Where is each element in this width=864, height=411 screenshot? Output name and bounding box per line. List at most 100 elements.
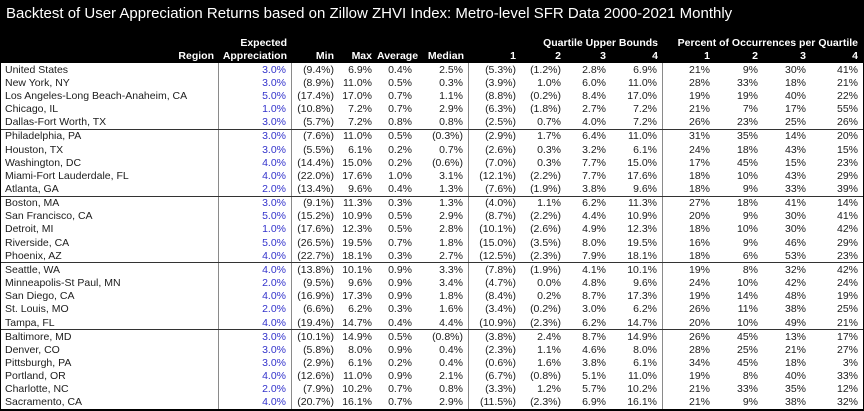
table-row: Miami-Fort Lauderdale, FL 4.0% (22.0%) 1…: [1, 169, 863, 183]
quartile-bound-2-cell: 0.3%: [537, 156, 561, 169]
percent-quartile-3-cell: 30%: [784, 210, 806, 223]
quartile-bound-4-cell: 17.6%: [611, 169, 663, 183]
region-cell: Detroit, MI: [1, 222, 219, 237]
quartile-bound-4-cell: 17.0%: [611, 89, 663, 103]
median-cell: 2.8%: [417, 222, 469, 237]
min-cell: (14.4%): [297, 156, 334, 169]
quartile-bound-3-cell: 4.8%: [582, 277, 606, 290]
percent-quartile-2-cell: 9%: [742, 236, 758, 249]
quartile-bound-3-cell: 7.7%: [582, 156, 606, 169]
quartile-bound-4-cell: 18.1%: [611, 249, 663, 263]
expected-appreciation-cell: 3.0%: [219, 142, 292, 157]
expected-appreciation-cell: 4.0%: [219, 289, 292, 303]
quartile-bound-4-cell: 10.9%: [611, 209, 663, 223]
median-cell: 1.8%: [417, 236, 469, 250]
min-cell: (8.9%): [303, 76, 334, 89]
percent-quartile-2-cell: 8%: [742, 370, 758, 383]
percent-quartile-2-cell: 25%: [736, 343, 758, 356]
region-cell: Los Angeles-Long Beach-Anaheim, CA: [1, 89, 219, 103]
percent-quartile-1-cell: 34%: [688, 357, 710, 370]
quartile-bound-3-cell: 3.8%: [582, 182, 606, 195]
column-group-quartile-upper-bounds: Quartile Upper Bounds: [543, 37, 658, 49]
percent-quartile-1-cell: 20%: [688, 316, 710, 329]
column-header-quartile-2: 2: [555, 50, 561, 62]
quartile-bound-3-cell: 8.7%: [582, 330, 606, 343]
min-cell: (22.0%): [297, 169, 334, 182]
max-cell: 10.9%: [342, 210, 372, 223]
quartile-bound-1-cell: (5.3%): [485, 63, 516, 76]
region-cell: Sacramento, CA: [1, 395, 219, 409]
expected-appreciation-cell: 4.0%: [219, 315, 292, 330]
page-title: Backtest of User Appreciation Returns ba…: [6, 5, 733, 22]
min-cell: (5.5%): [303, 143, 334, 156]
average-cell: 0.3%: [388, 303, 412, 316]
max-cell: 10.2%: [342, 383, 372, 396]
percent-quartile-3-cell: 18%: [784, 76, 806, 89]
percent-quartile-3-cell: 40%: [784, 89, 806, 102]
table-row: Phoenix, AZ 4.0% (22.7%) 18.1% 0.3% 2.7%…: [1, 249, 863, 264]
quartile-bound-4-cell: 15.0%: [611, 156, 663, 170]
region-cell: Seattle, WA: [1, 263, 219, 277]
column-headers: Expected Quartile Upper Bounds Percent o…: [1, 37, 863, 63]
percent-quartile-1-cell: 21%: [688, 63, 710, 76]
min-cell: (26.5%): [297, 236, 334, 249]
region-cell: San Francisco, CA: [1, 209, 219, 223]
quartile-bound-2-cell: (1.9%): [530, 182, 561, 195]
median-cell: 0.8%: [417, 115, 469, 129]
average-cell: 0.2%: [388, 357, 412, 370]
quartile-bound-3-cell: 3.2%: [582, 143, 606, 156]
percent-quartile-4-cell: 55%: [836, 103, 858, 116]
max-cell: 10.1%: [342, 263, 372, 276]
median-cell: 2.7%: [417, 249, 469, 263]
quartile-bound-2-cell: (2.3%): [530, 316, 561, 329]
percent-quartile-3-cell: 41%: [784, 197, 806, 210]
quartile-bound-1-cell: (12.5%): [479, 249, 516, 262]
percent-quartile-4-cell: 42%: [836, 223, 858, 236]
max-cell: 11.0%: [343, 370, 372, 383]
quartile-bound-3-cell: 7.9%: [582, 249, 606, 262]
column-header-expected-line1: Expected: [240, 37, 287, 49]
average-cell: 0.5%: [388, 76, 412, 89]
min-cell: (13.4%): [297, 182, 334, 195]
quartile-bound-4-cell: 6.1%: [611, 142, 663, 157]
min-cell: (10.1%): [297, 330, 334, 343]
median-cell: 1.1%: [417, 89, 469, 103]
quartile-bound-4-cell: 11.3%: [611, 196, 663, 210]
table-row: Chicago, IL 1.0% (10.8%) 7.2% 0.7% 2.9% …: [1, 102, 863, 116]
percent-quartile-3-cell: 53%: [784, 249, 806, 262]
percent-quartile-1-cell: 24%: [688, 143, 710, 156]
expected-appreciation-cell: 5.0%: [219, 89, 292, 103]
percent-quartile-3-cell: 43%: [784, 169, 806, 182]
quartile-bound-1-cell: (3.3%): [485, 383, 516, 396]
percent-quartile-2-cell: 19%: [736, 89, 758, 102]
percent-quartile-4-cell: 32%: [836, 396, 858, 409]
expected-appreciation-cell: 3.0%: [219, 76, 292, 90]
quartile-bound-3-cell: 6.9%: [582, 396, 606, 409]
percent-quartile-2-cell: 10%: [736, 277, 758, 290]
quartile-bound-1-cell: (3.8%): [485, 330, 516, 343]
table-row: San Francisco, CA 5.0% (15.2%) 10.9% 0.5…: [1, 209, 863, 223]
quartile-bound-2-cell: (1.8%): [530, 103, 561, 116]
expected-appreciation-cell: 3.0%: [219, 343, 292, 357]
percent-quartile-2-cell: 8%: [742, 263, 758, 276]
max-cell: 12.3%: [342, 223, 372, 236]
median-cell: 1.8%: [417, 289, 469, 303]
region-cell: Baltimore, MD: [1, 330, 219, 344]
median-cell: 2.9%: [417, 209, 469, 223]
quartile-bound-2-cell: (0.2%): [530, 89, 561, 102]
percent-quartile-3-cell: 25%: [784, 116, 806, 129]
min-cell: (10.8%): [297, 103, 334, 116]
average-cell: 0.3%: [388, 249, 412, 262]
average-cell: 0.9%: [388, 277, 412, 290]
expected-appreciation-cell: 4.0%: [219, 369, 292, 383]
min-cell: (5.7%): [303, 116, 334, 129]
median-cell: 1.6%: [417, 302, 469, 316]
min-cell: (9.1%): [303, 197, 334, 210]
column-header-min: Min: [315, 50, 334, 62]
percent-quartile-2-cell: 45%: [736, 330, 758, 343]
percent-quartile-2-cell: 10%: [736, 223, 758, 236]
expected-appreciation-cell: 1.0%: [219, 102, 292, 116]
quartile-bound-1-cell: (3.9%): [485, 76, 516, 89]
quartile-bound-1-cell: (7.8%): [485, 263, 516, 276]
expected-appreciation-cell: 3.0%: [219, 196, 292, 210]
